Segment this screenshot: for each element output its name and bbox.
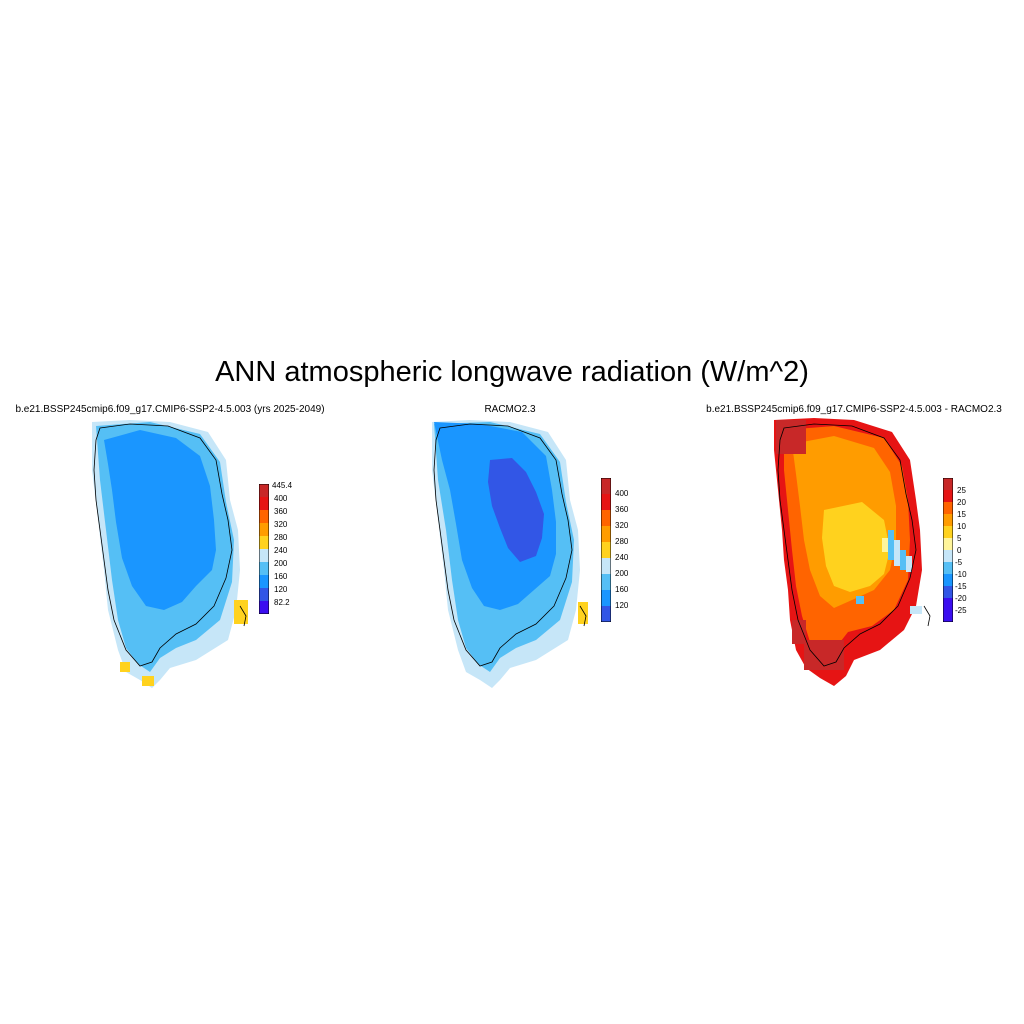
colorbar-segment bbox=[601, 494, 611, 511]
colorbar-label: 20 bbox=[957, 498, 966, 507]
panel-model: b.e21.BSSP245cmip6.f09_g17.CMIP6-SSP2-4.… bbox=[0, 404, 340, 694]
colorbar-label: 280 bbox=[615, 537, 629, 546]
colorbar-label: 240 bbox=[274, 546, 288, 555]
colorbar-label: 160 bbox=[615, 585, 629, 594]
colorbar-segment bbox=[259, 523, 269, 537]
colorbar-segment bbox=[601, 606, 611, 623]
colorbar-segment bbox=[259, 484, 269, 498]
colorbar-border bbox=[259, 484, 269, 614]
colorbar-segment bbox=[943, 526, 953, 539]
map-fill-blue-patches bbox=[856, 530, 922, 614]
colorbar-label: 200 bbox=[615, 569, 629, 578]
colorbar-segment bbox=[943, 502, 953, 515]
coastline bbox=[777, 423, 931, 667]
colorbar-segment bbox=[943, 478, 953, 491]
colorbar-label: 400 bbox=[274, 494, 288, 503]
colorbar-segment bbox=[601, 510, 611, 527]
colorbar-label: -10 bbox=[955, 570, 967, 579]
colorbar-segment bbox=[601, 590, 611, 607]
colorbar-label: -15 bbox=[955, 582, 967, 591]
map-fill-edge-yellow bbox=[120, 600, 248, 686]
colorbar-segment bbox=[259, 562, 269, 576]
colorbar-segment bbox=[259, 588, 269, 602]
colorbar-segment bbox=[943, 514, 953, 527]
colorbar-segment bbox=[259, 510, 269, 524]
colorbar-label: 360 bbox=[615, 505, 629, 514]
colorbar-difference: 25 20 15 10 5 0 -5 -10 -15 -20 -25 bbox=[943, 478, 967, 627]
colorbar-segment bbox=[259, 497, 269, 511]
colorbar-segment bbox=[943, 610, 953, 623]
colorbar-segment bbox=[943, 562, 953, 575]
colorbar-segment bbox=[943, 538, 953, 551]
colorbar-label: 15 bbox=[957, 510, 966, 519]
panel-difference: b.e21.BSSP245cmip6.f09_g17.CMIP6-SSP2-4.… bbox=[684, 404, 1024, 694]
colorbar-label: 10 bbox=[957, 522, 966, 531]
colorbar-segment bbox=[259, 601, 269, 615]
colorbar-segment bbox=[601, 478, 611, 495]
map-fill-edge-yellow bbox=[578, 602, 588, 624]
colorbar-model-bar bbox=[259, 484, 269, 615]
colorbar-label: 445.4 bbox=[272, 481, 293, 490]
colorbar-border bbox=[601, 478, 611, 622]
map-fill-blue bbox=[434, 422, 556, 610]
colorbar-segment bbox=[259, 549, 269, 563]
greenland-map-model bbox=[92, 420, 248, 688]
colorbar-label: 0 bbox=[957, 546, 962, 555]
colorbar-label: -5 bbox=[955, 558, 963, 567]
map-fill-dark-red bbox=[776, 420, 844, 670]
colorbar-label: 360 bbox=[274, 507, 288, 516]
map-fill-blue bbox=[104, 430, 216, 610]
coastline bbox=[433, 423, 587, 667]
colorbar-label: 280 bbox=[274, 533, 288, 542]
colorbar-segment bbox=[601, 558, 611, 575]
colorbar-label: 5 bbox=[957, 534, 962, 543]
map-fill-yellow bbox=[822, 502, 890, 592]
colorbar-label: 400 bbox=[615, 489, 629, 498]
figure-title: ANN atmospheric longwave radiation (W/m^… bbox=[215, 356, 809, 388]
colorbar-segment bbox=[943, 490, 953, 503]
map-fill-dark-blue bbox=[488, 458, 544, 562]
colorbar-segment bbox=[601, 542, 611, 559]
colorbar-label: 160 bbox=[274, 572, 288, 581]
colorbar-segment bbox=[943, 574, 953, 587]
colorbar-difference-bar bbox=[943, 478, 953, 623]
colorbar-racmo-bar bbox=[601, 478, 611, 623]
colorbar-segment bbox=[601, 526, 611, 543]
colorbar-border bbox=[943, 478, 953, 622]
colorbar-segment bbox=[943, 550, 953, 563]
panel-difference-title: b.e21.BSSP245cmip6.f09_g17.CMIP6-SSP2-4.… bbox=[706, 404, 1002, 415]
greenland-map-difference bbox=[774, 418, 931, 686]
colorbar-label: -25 bbox=[955, 606, 967, 615]
colorbar-label: 120 bbox=[274, 585, 288, 594]
colorbar-segment bbox=[259, 536, 269, 550]
panel-racmo-title: RACMO2.3 bbox=[484, 404, 536, 415]
colorbar-segment bbox=[601, 574, 611, 591]
colorbar-label: 240 bbox=[615, 553, 629, 562]
colorbar-model: 445.4 400 360 320 280 240 200 160 120 82… bbox=[259, 482, 292, 619]
colorbar-segment bbox=[943, 598, 953, 611]
greenland-map-racmo bbox=[432, 420, 588, 688]
colorbar-segment bbox=[259, 575, 269, 589]
coastline bbox=[93, 423, 247, 667]
panel-racmo: RACMO2.3 400 360 320 280 240 200 bbox=[340, 404, 680, 694]
colorbar-label: 320 bbox=[615, 521, 629, 530]
colorbar-label: -20 bbox=[955, 594, 967, 603]
colorbar-racmo: 400 360 320 280 240 200 160 120 bbox=[601, 478, 628, 627]
colorbar-label: 320 bbox=[274, 520, 288, 529]
colorbar-label: 200 bbox=[274, 559, 288, 568]
panel-model-title: b.e21.BSSP245cmip6.f09_g17.CMIP6-SSP2-4.… bbox=[15, 404, 325, 415]
colorbar-segment bbox=[943, 586, 953, 599]
colorbar-label: 82.2 bbox=[274, 598, 290, 607]
colorbar-label: 120 bbox=[615, 601, 629, 610]
colorbar-label: 25 bbox=[957, 486, 966, 495]
